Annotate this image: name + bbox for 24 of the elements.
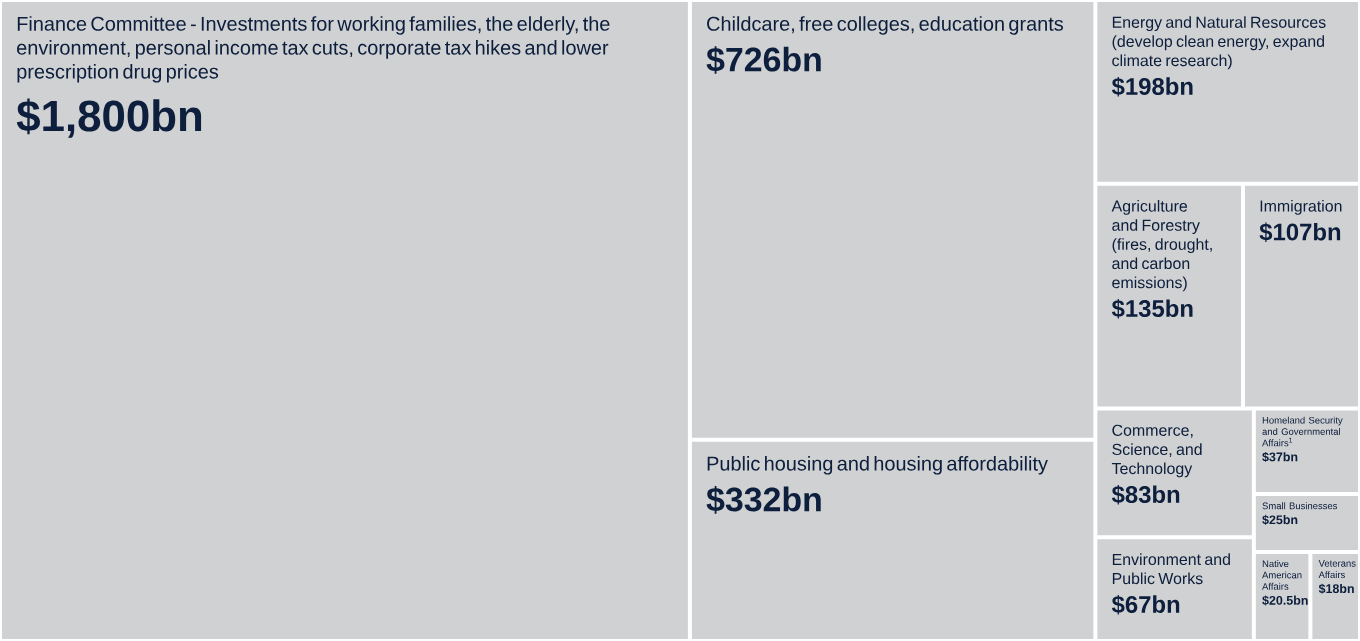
category-label: Public housing and housing affordability: [707, 456, 1048, 475]
data-label: $726bn: [706, 46, 821, 74]
category-label: Homeland Security and Governmental Affairs$^{1}$: [1262, 416, 1343, 447]
category-label: Childcare, free colleges, education grants: [707, 16, 1064, 35]
category-label: Environment and Public Works: [1112, 553, 1230, 585]
data-label: $332bn: [706, 485, 821, 514]
data-label: $135bn: [1111, 299, 1193, 319]
data-label: $25bn: [1262, 514, 1298, 525]
category-label: Agriculture and Forestry (fires, drought, and carbon emissions): [1111, 200, 1212, 292]
data-label: $1,800bn: [16, 98, 202, 138]
data-label: $198bn: [1111, 76, 1193, 97]
data-label: $107bn: [1259, 222, 1341, 243]
data-label: $20.5bn: [1262, 595, 1308, 606]
category-label: Finance Committee - Investments for working families, the elderly, the environment, personal income tax cuts, corporate tax hikes and lower prescription drug prices: [17, 16, 610, 83]
category-label: Veterans Affairs: [1318, 560, 1356, 579]
data-label: $83bn: [1111, 484, 1180, 505]
category-label: Immigration: [1260, 200, 1342, 215]
category-label: Native American Affairs: [1262, 560, 1302, 590]
category-label: Energy and Natural Resources (develop clean energy, expand climate research): [1112, 16, 1326, 70]
category-label: Small Businesses: [1262, 502, 1338, 510]
data-label: $37bn: [1262, 451, 1298, 463]
category-label: Commerce, Science, and Technology: [1111, 424, 1202, 478]
data-label: $67bn: [1111, 594, 1180, 615]
data-label: $18bn: [1318, 583, 1354, 594]
